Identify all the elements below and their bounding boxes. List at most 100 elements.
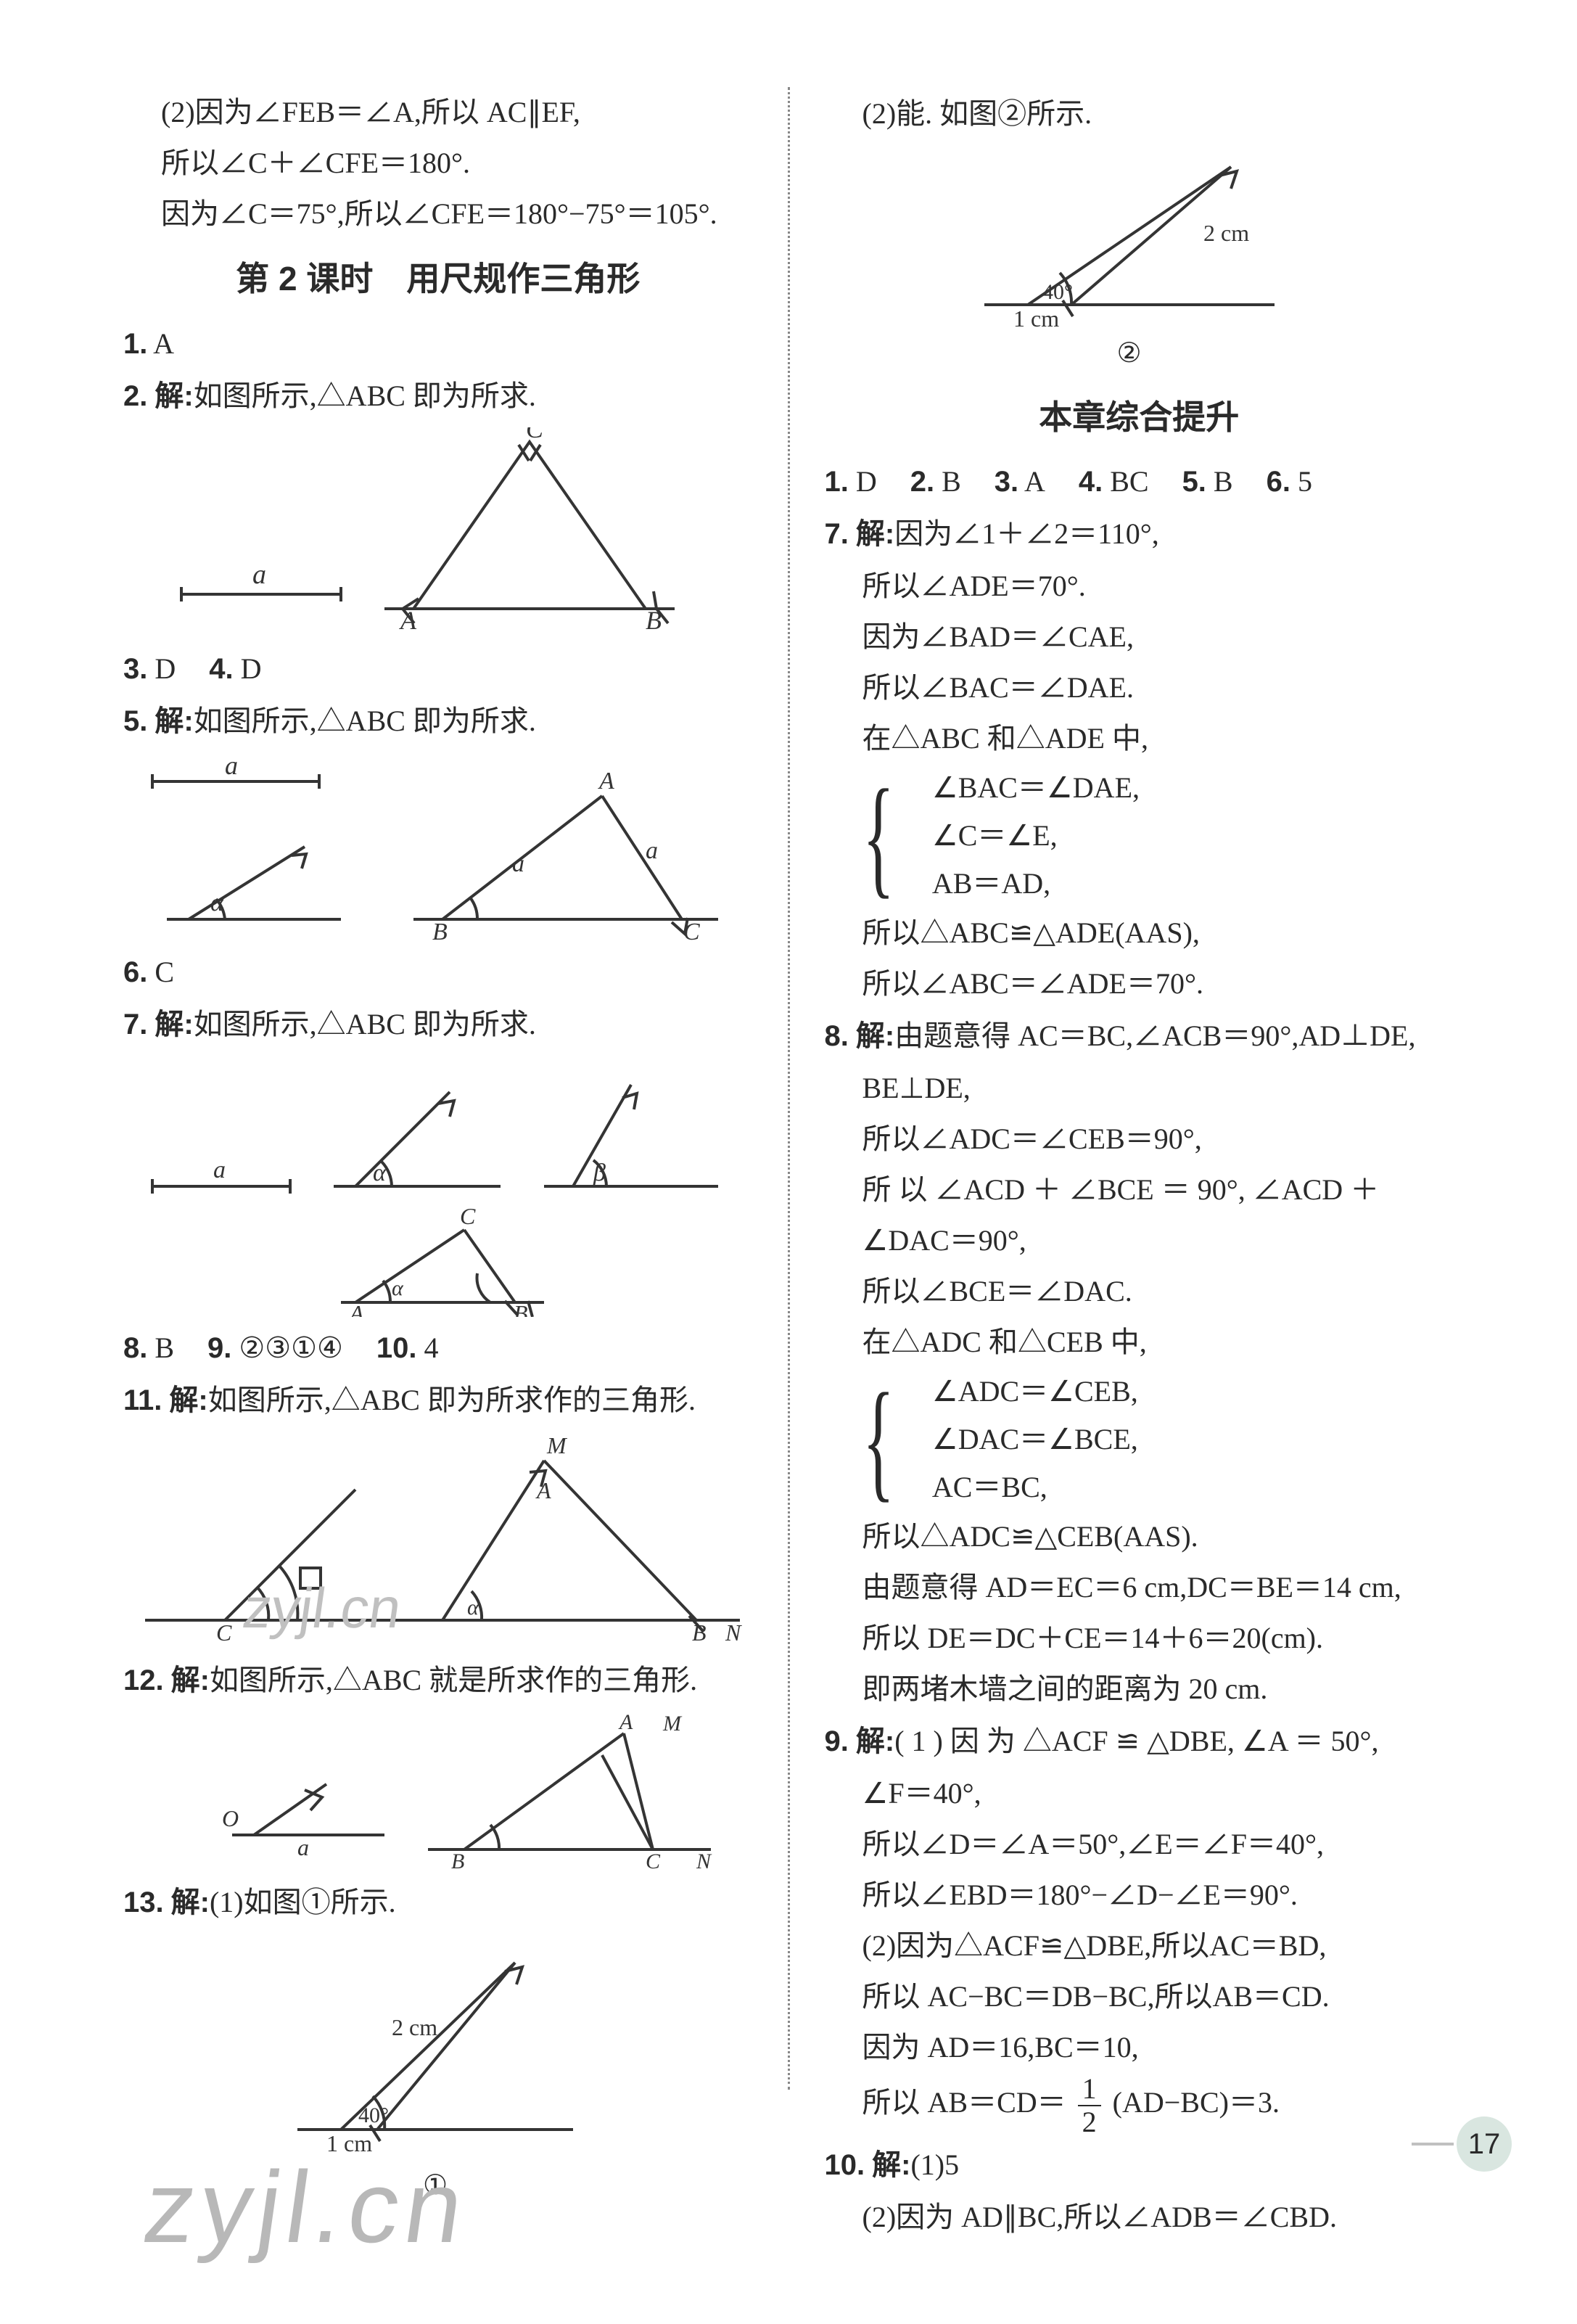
angle-beta: β: [593, 1159, 606, 1186]
carryover-solution: (2)因为∠FEB＝∠A,所以 AC∥EF, 所以∠C＋∠CFE＝180°. 因…: [123, 87, 753, 239]
answer-12: 12. 解:如图所示,△ABC 就是所求作的三角形.: [123, 1655, 753, 1706]
seg-a: a: [297, 1834, 309, 1860]
label: 解:: [155, 1009, 193, 1040]
section-heading: 第 2 课时 用尺规作三角形: [123, 250, 753, 308]
figure-q11: C α A M B N zyjl.cn: [138, 1432, 753, 1649]
text-line: 所以∠ADE＝70°.: [825, 561, 1454, 612]
text: (1)5: [910, 2148, 959, 2181]
figure-q12: O a B A M C N: [210, 1712, 753, 1871]
vertex-A: A: [618, 1712, 633, 1734]
text: ( 1 ) 因 为 △ACF ≌ △DBE, ∠A ＝ 50°,: [894, 1725, 1378, 1757]
qnum: 9.: [207, 1332, 231, 1364]
diagram-svg: 40° 2 cm 1 cm: [283, 1934, 588, 2166]
figure-q13-2: 40° 2 cm 1 cm ②: [970, 145, 1454, 378]
vertex-C: C: [460, 1203, 476, 1229]
text-line: 因为 AD＝16,BC＝10,: [825, 2022, 1454, 2073]
answer-7: 7. 解:如图所示,△ABC 即为所求.: [123, 999, 753, 1050]
qnum: 1.: [123, 328, 147, 360]
document-page: (2)因为∠FEB＝∠A,所以 AC∥EF, 所以∠C＋∠CFE＝180°. 因…: [0, 0, 1577, 2324]
side-2cm: 2 cm: [392, 2014, 437, 2040]
fraction: 1 2: [1078, 2073, 1101, 2138]
q13-part2: (2)能. 如图②所示.: [825, 89, 1454, 139]
answer-8-10: 8. B 9. ②③①④ 10. 4: [123, 1323, 753, 1374]
figure-q2: a A B C: [167, 427, 753, 638]
qnum: 8.: [825, 1020, 849, 1052]
label: 解:: [171, 1664, 210, 1696]
text: (AD−BC)＝3.: [1113, 2086, 1280, 2119]
qnum: 9.: [825, 1725, 849, 1757]
text-line: 即两堵木墙之间的距离为 20 cm.: [825, 1664, 1454, 1715]
figure-q7: a α β: [138, 1056, 753, 1317]
answer-3-4: 3. D 4. D: [123, 644, 753, 694]
seg-a-label: a: [213, 1157, 226, 1183]
answer-13: 13. 解:(1)如图①所示.: [123, 1877, 753, 1928]
text-line: ∠DAC＝90°,: [825, 1215, 1454, 1266]
label: 解:: [856, 1020, 894, 1052]
angle-alpha: α: [373, 1159, 387, 1186]
text-line: 所以 AC−BC＝DB−BC,所以AB＝CD.: [825, 1971, 1454, 2022]
text: 如图所示,△ABC 即为所求.: [194, 705, 536, 737]
vertex-N: N: [696, 1849, 712, 1871]
angle-alpha: α: [210, 890, 224, 916]
text-line: 所以∠ABC＝∠ADE＝70°.: [825, 958, 1454, 1009]
text-line: 所以∠D＝∠A＝50°,∠E＝∠F＝40°,: [825, 1819, 1454, 1870]
diagram-svg: 40° 2 cm 1 cm: [970, 145, 1289, 334]
brace-system: { ∠ADC＝∠CEB, ∠DAC＝∠BCE, AC＝BC,: [862, 1368, 1454, 1511]
column-divider: [788, 87, 790, 2090]
text-line: 所以∠EBD＝180°−∠D−∠E＝90°.: [825, 1870, 1454, 1921]
vertex-B: B: [432, 919, 448, 941]
brace-line: ∠ADC＝∠CEB,: [932, 1368, 1138, 1416]
qnum: 13.: [123, 1886, 164, 1918]
alpha-mark: α: [392, 1276, 404, 1300]
angle-40: 40°: [1042, 280, 1073, 304]
brace-line: ∠DAC＝∠BCE,: [932, 1416, 1138, 1463]
text-line: 因为∠C＝75°,所以∠CFE＝180°−75°＝105°.: [161, 189, 753, 239]
text-line: (2)因为△ACF≌△DBE,所以AC＝BD,: [825, 1921, 1454, 1971]
text-line: ∠F＝40°,: [825, 1768, 1454, 1819]
denominator: 2: [1078, 2106, 1101, 2138]
side-a: a: [646, 837, 658, 864]
text-line: 所以∠BAC＝∠DAE.: [825, 662, 1454, 713]
brace-line: ∠C＝∠E,: [932, 812, 1140, 860]
diagram-svg: a α β: [138, 1056, 733, 1317]
qnum: 3.: [123, 653, 147, 685]
section-heading: 本章综合提升: [825, 388, 1454, 447]
label: 解:: [169, 1384, 207, 1416]
left-brace-icon: {: [862, 786, 894, 886]
diagram-svg: C α A M B N zyjl.cn: [138, 1432, 747, 1649]
text-line: 因为∠BAD＝∠CAE,: [825, 612, 1454, 662]
vertex-N: N: [725, 1619, 742, 1646]
text-line: 所以∠BCE＝∠DAC.: [825, 1266, 1454, 1317]
text-line: 所以△ADC≌△CEB(AAS).: [825, 1511, 1454, 1562]
qnum: 7.: [825, 518, 849, 550]
answer-value: 4: [424, 1331, 438, 1364]
figure-number: ②: [970, 329, 1289, 378]
answer-value: D: [241, 652, 262, 685]
side-2cm: 2 cm: [1203, 220, 1249, 246]
qnum: 8.: [123, 1332, 147, 1364]
vertex-O: O: [222, 1805, 239, 1831]
text-line: 所以 AB＝CD＝ 1 2 (AD−BC)＝3.: [825, 2073, 1454, 2138]
answers-1-6: 1. D 2. B 3. A 4. BC 5. B 6. 5: [825, 456, 1454, 507]
text: 如图所示,△ABC 即为所求作的三角形.: [208, 1384, 696, 1416]
text-line: (2)因为∠FEB＝∠A,所以 AC∥EF,: [161, 87, 753, 138]
side-1cm: 1 cm: [1013, 305, 1059, 332]
text-line: 在△ADC 和△CEB 中,: [825, 1317, 1454, 1368]
answer-2: 2. 解:如图所示,△ABC 即为所求.: [123, 371, 753, 422]
label: 解:: [856, 518, 894, 550]
label: 解:: [155, 705, 193, 737]
answer-5: 5. 解:如图所示,△ABC 即为所求.: [123, 696, 753, 747]
text: 如图所示,△ABC 就是所求作的三角形.: [210, 1664, 697, 1696]
brace-system: { ∠BAC＝∠DAE, ∠C＝∠E, AB＝AD,: [862, 764, 1454, 908]
qnum: 10.: [825, 2149, 865, 2181]
qnum: 2.: [123, 380, 147, 412]
text-line: 所以∠ADC＝∠CEB＝90°,: [825, 1114, 1454, 1165]
left-column: (2)因为∠FEB＝∠A,所以 AC∥EF, 所以∠C＋∠CFE＝180°. 因…: [123, 87, 782, 2090]
text-line: 所以∠C＋∠CFE＝180°.: [161, 138, 753, 189]
qnum: 10.: [376, 1332, 417, 1364]
answer-8: 8. 解:由题意得 AC＝BC,∠ACB＝90°,AD⊥DE,: [825, 1011, 1454, 1062]
brace-line: ∠BAC＝∠DAE,: [932, 764, 1140, 812]
text-line: 在△ABC 和△ADE 中,: [825, 713, 1454, 764]
answer-9: 9. 解:( 1 ) 因 为 △ACF ≌ △DBE, ∠A ＝ 50°,: [825, 1716, 1454, 1767]
qnum: 6.: [123, 956, 147, 988]
